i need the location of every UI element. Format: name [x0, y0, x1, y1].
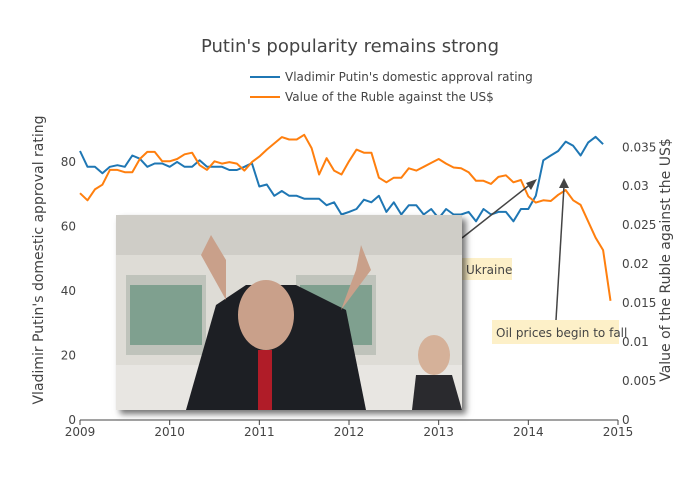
legend-label-ruble: Value of the Ruble against the US$: [285, 90, 494, 104]
y-tick-label: 60: [61, 219, 76, 233]
ruble-value-line: [79, 133, 612, 301]
y-axis-ticks: 0 20 40 60 80: [61, 155, 76, 427]
y-tick-label: 0: [68, 413, 76, 427]
x-tick-label: 2009: [65, 425, 96, 439]
annotation-oil-box: [492, 320, 619, 344]
y-axis-label: Vladimir Putin's domestic approval ratin…: [31, 115, 47, 404]
y2-tick-label: 0.02: [622, 257, 649, 271]
x-axis-ticks: 2009 2010 2011 2012 2013 2014 2015: [65, 420, 634, 439]
y2-tick-label: 0.015: [622, 296, 656, 310]
putin-photo: [116, 215, 462, 410]
y2-tick-label: 0.03: [622, 179, 649, 193]
annotation-ukraine-arrow: [461, 182, 533, 239]
approval-rating-line: [79, 135, 604, 223]
x-tick-label: 2015: [603, 425, 634, 439]
annotation-ukraine-arrowhead: [526, 179, 537, 190]
y-tick-label: 20: [61, 348, 76, 362]
y2-tick-label: 0.005: [622, 374, 656, 388]
y2-tick-label: 0.01: [622, 335, 649, 349]
x-tick-label: 2013: [423, 425, 454, 439]
annotation-ukraine-text: Ukraine: [466, 263, 512, 277]
annotation-ukraine: Ukraine: [461, 179, 537, 280]
y2-axis-ticks: 0 0.005 0.01 0.015 0.02 0.025 0.03 0.035: [622, 140, 656, 427]
x-tick-label: 2011: [244, 425, 275, 439]
y2-tick-label: 0.025: [622, 218, 656, 232]
y2-tick-label: 0: [622, 413, 630, 427]
y-tick-label: 40: [61, 284, 76, 298]
x-tick-label: 2012: [334, 425, 365, 439]
y2-axis-label: Value of the Ruble against the US$: [658, 138, 674, 382]
x-tick-label: 2014: [513, 425, 544, 439]
annotation-ukraine-box: [462, 258, 512, 280]
annotation-oil-arrowhead: [559, 178, 569, 188]
chart-title: Putin's popularity remains strong: [201, 36, 499, 57]
annotation-oil-text: Oil prices begin to fall: [496, 326, 627, 340]
y2-tick-label: 0.035: [622, 140, 656, 154]
y-tick-label: 80: [61, 155, 76, 169]
legend[interactable]: Vladimir Putin's domestic approval ratin…: [250, 70, 533, 104]
legend-label-approval: Vladimir Putin's domestic approval ratin…: [285, 70, 533, 84]
annotation-oil-arrow: [555, 185, 565, 321]
x-tick-label: 2010: [154, 425, 185, 439]
annotation-oil: Oil prices begin to fall: [492, 178, 627, 344]
